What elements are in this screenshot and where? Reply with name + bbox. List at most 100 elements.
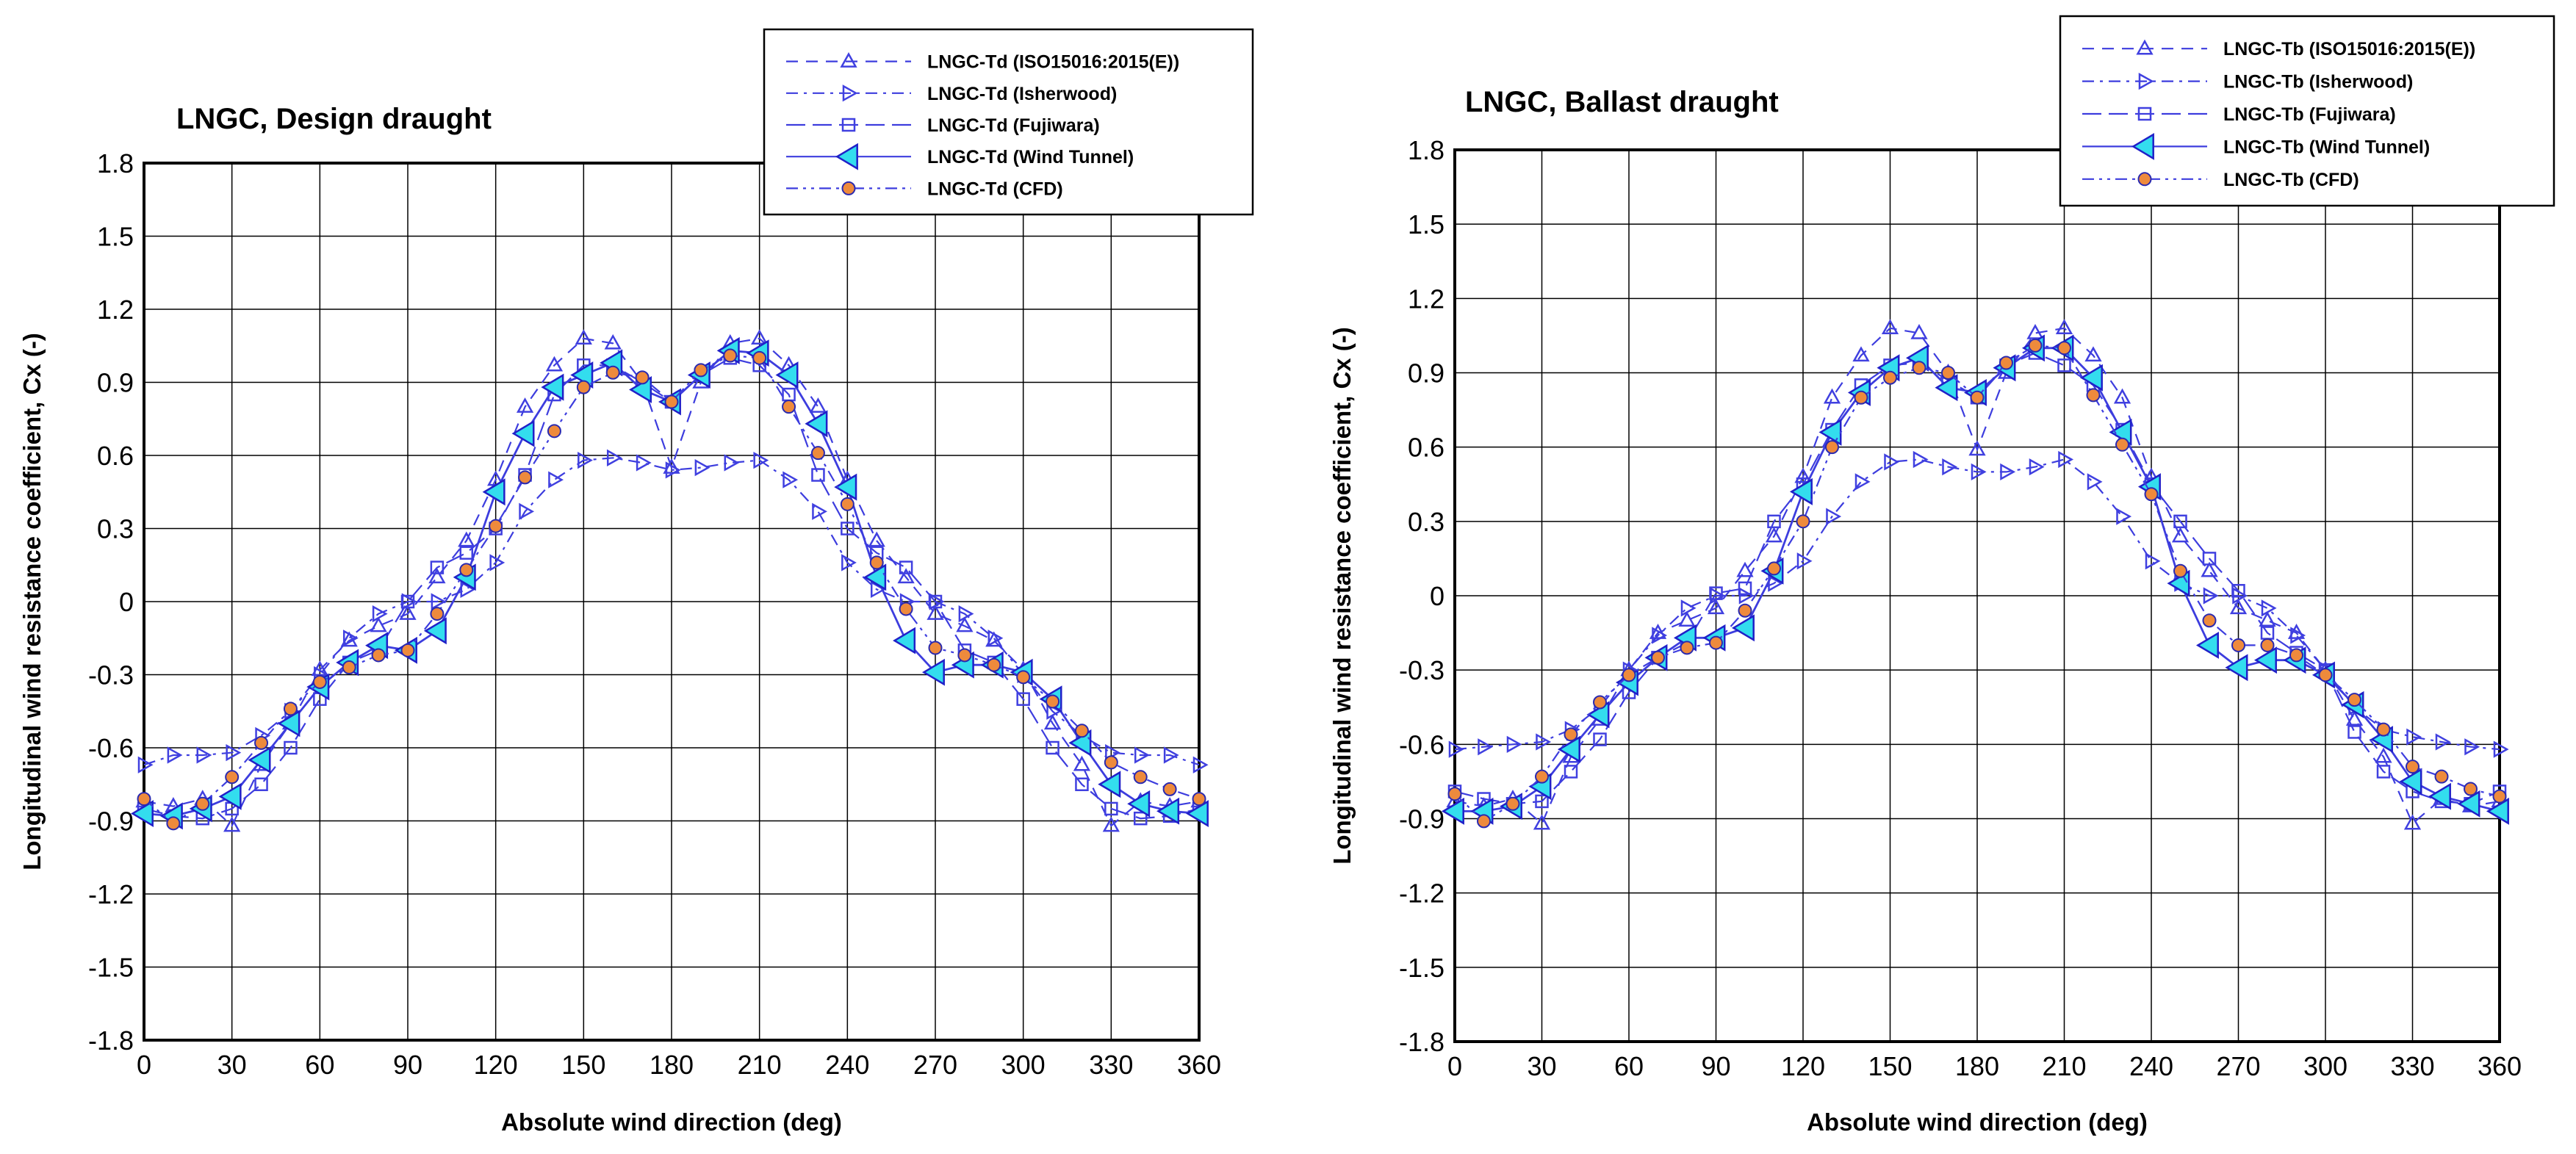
data-point	[489, 519, 503, 533]
data-point	[870, 580, 886, 599]
x-tick-label: 60	[1614, 1051, 1644, 1081]
data-point	[2201, 561, 2218, 577]
data-point	[956, 616, 974, 632]
plot-frame	[143, 162, 1201, 1042]
x-tick-label: 270	[2216, 1051, 2260, 1081]
data-point	[400, 594, 415, 609]
series-5	[1447, 338, 2507, 829]
data-point	[423, 617, 447, 645]
data-point	[1970, 390, 1985, 405]
y-tick-label: 1.8	[1408, 135, 1444, 165]
data-point	[1075, 777, 1089, 791]
data-point	[1043, 714, 1062, 730]
y-tick-label: -1.8	[1399, 1027, 1444, 1057]
data-point	[1884, 453, 1900, 471]
data-point	[1447, 787, 1462, 801]
data-point	[2260, 638, 2275, 652]
data-point	[1192, 756, 1209, 773]
y-tick-label: -0.9	[88, 807, 134, 837]
data-point	[2229, 599, 2248, 615]
data-point	[2375, 747, 2392, 763]
data-point	[809, 397, 827, 413]
data-point	[1163, 746, 1179, 764]
data-point	[137, 756, 154, 773]
legend-marker	[2131, 132, 2154, 160]
data-point	[2289, 648, 2303, 663]
data-point	[2057, 341, 2071, 356]
y-tick-label: -0.9	[1399, 804, 1444, 834]
data-point	[1535, 769, 1549, 784]
chart-1: 0 30 60 90 120 150 180 210 240 270 300 330 360 -1.8 -1…	[18, 28, 1254, 1136]
data-point	[1971, 463, 1987, 481]
data-point	[782, 400, 796, 414]
legend-item: LNGC-Td (CFD)	[786, 178, 1063, 199]
y-tick-label: -1.2	[88, 879, 134, 909]
y-tick-label: 1.2	[97, 295, 134, 325]
data-point	[2464, 782, 2478, 796]
data-point	[2202, 613, 2217, 628]
y-tick-label: -1.5	[88, 953, 134, 983]
data-point	[2399, 768, 2422, 796]
data-point	[1854, 473, 1871, 491]
data-point	[489, 554, 506, 571]
data-point	[2029, 458, 2045, 476]
data-point	[694, 458, 710, 477]
data-point	[663, 458, 680, 474]
chart-title: LNGC, Ballast draught	[1465, 86, 1779, 118]
data-point	[1185, 800, 1209, 827]
legend-marker	[2137, 172, 2152, 187]
x-tick-label: 240	[2129, 1051, 2173, 1081]
x-tick-label: 60	[305, 1050, 334, 1080]
data-point	[2173, 514, 2187, 529]
data-point	[1102, 816, 1120, 832]
data-point	[1162, 782, 1177, 796]
data-point	[1768, 574, 1784, 592]
data-point	[805, 410, 828, 438]
data-point	[541, 373, 564, 401]
legend-item: LNGC-Tb (CFD)	[2082, 170, 2359, 190]
data-point	[399, 605, 417, 620]
data-point	[2057, 358, 2071, 372]
data-point	[1046, 740, 1059, 755]
data-point	[459, 546, 474, 560]
x-tick-label: 270	[913, 1050, 957, 1080]
data-point	[1535, 794, 1549, 809]
data-point	[1104, 755, 1118, 770]
data-point	[893, 627, 916, 654]
legend-label: LNGC-Tb (Isherwood)	[2223, 72, 2413, 93]
data-point	[1098, 771, 1121, 798]
data-point	[2028, 338, 2043, 353]
data-point	[225, 770, 240, 785]
data-point	[576, 380, 591, 394]
data-point	[958, 605, 974, 623]
data-point	[928, 641, 943, 655]
x-tick-label: 30	[217, 1050, 247, 1080]
data-point	[371, 648, 386, 663]
data-point	[1133, 811, 1148, 826]
data-point	[2376, 765, 2391, 779]
data-point	[1825, 440, 1839, 455]
y-tick-label: 1.5	[1408, 209, 1444, 239]
data-point	[1796, 552, 1813, 570]
data-point	[928, 594, 943, 609]
y-tick-label: -1.8	[88, 1025, 134, 1056]
data-point	[2406, 728, 2422, 746]
x-tick-label: 0	[137, 1050, 151, 1080]
data-point	[2202, 552, 2217, 566]
data-point	[167, 746, 183, 764]
data-point	[868, 531, 885, 547]
x-tick-label: 240	[825, 1050, 869, 1080]
data-point	[1622, 668, 1636, 682]
data-point	[1506, 735, 1522, 753]
data-point	[2225, 654, 2248, 682]
legend-label: LNGC-Td (CFD)	[927, 178, 1063, 199]
data-point	[342, 660, 356, 675]
y-tick-label: 0	[1430, 581, 1444, 611]
data-point	[606, 449, 622, 466]
x-tick-label: 210	[2042, 1051, 2086, 1081]
data-point	[1968, 440, 1986, 456]
data-point	[2173, 563, 2187, 578]
data-point	[248, 746, 271, 774]
grid	[1454, 149, 2500, 1042]
